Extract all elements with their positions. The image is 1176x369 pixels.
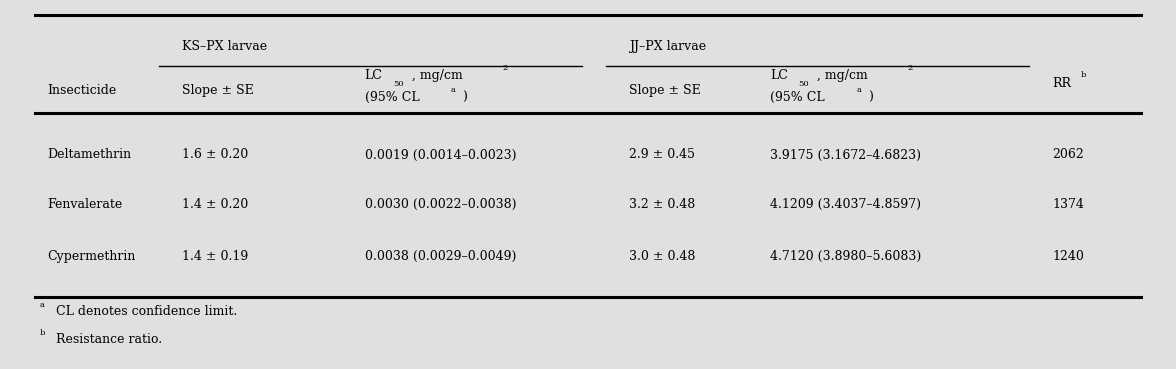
Text: Cypermethrin: Cypermethrin — [47, 250, 135, 263]
Text: , mg/cm: , mg/cm — [817, 69, 868, 82]
Text: 1.6 ± 0.20: 1.6 ± 0.20 — [182, 148, 248, 162]
Text: (95% CL: (95% CL — [365, 91, 419, 104]
Text: a: a — [40, 301, 45, 309]
Text: ): ) — [868, 91, 873, 104]
Text: 3.9175 (3.1672–4.6823): 3.9175 (3.1672–4.6823) — [770, 148, 921, 162]
Text: Slope ± SE: Slope ± SE — [629, 84, 701, 97]
Text: Slope ± SE: Slope ± SE — [182, 84, 254, 97]
Text: Fenvalerate: Fenvalerate — [47, 198, 122, 211]
Text: 1.4 ± 0.19: 1.4 ± 0.19 — [182, 250, 248, 263]
Text: 2.9 ± 0.45: 2.9 ± 0.45 — [629, 148, 695, 162]
Text: 0.0019 (0.0014–0.0023): 0.0019 (0.0014–0.0023) — [365, 148, 516, 162]
Text: b: b — [1081, 71, 1087, 79]
Text: 0.0030 (0.0022–0.0038): 0.0030 (0.0022–0.0038) — [365, 198, 516, 211]
Text: Resistance ratio.: Resistance ratio. — [56, 333, 162, 346]
Text: JJ–PX larvae: JJ–PX larvae — [629, 39, 707, 53]
Text: 0.0038 (0.0029–0.0049): 0.0038 (0.0029–0.0049) — [365, 250, 516, 263]
Text: LC: LC — [770, 69, 788, 82]
Text: 1240: 1240 — [1053, 250, 1084, 263]
Text: 3.0 ± 0.48: 3.0 ± 0.48 — [629, 250, 695, 263]
Text: Deltamethrin: Deltamethrin — [47, 148, 132, 162]
Text: LC: LC — [365, 69, 382, 82]
Text: ): ) — [462, 91, 467, 104]
Text: 2: 2 — [502, 63, 507, 72]
Text: CL denotes confidence limit.: CL denotes confidence limit. — [56, 305, 238, 318]
Text: 50: 50 — [799, 80, 809, 88]
Text: 1374: 1374 — [1053, 198, 1084, 211]
Text: RR: RR — [1053, 76, 1071, 90]
Text: 2: 2 — [908, 63, 913, 72]
Text: KS–PX larvae: KS–PX larvae — [182, 39, 267, 53]
Text: 1.4 ± 0.20: 1.4 ± 0.20 — [182, 198, 248, 211]
Text: , mg/cm: , mg/cm — [412, 69, 462, 82]
Text: 3.2 ± 0.48: 3.2 ± 0.48 — [629, 198, 695, 211]
Text: Insecticide: Insecticide — [47, 84, 116, 97]
Text: (95% CL: (95% CL — [770, 91, 824, 104]
Text: 4.1209 (3.4037–4.8597): 4.1209 (3.4037–4.8597) — [770, 198, 921, 211]
Text: 50: 50 — [393, 80, 403, 88]
Text: 4.7120 (3.8980–5.6083): 4.7120 (3.8980–5.6083) — [770, 250, 922, 263]
Text: a: a — [450, 86, 455, 94]
Text: 2062: 2062 — [1053, 148, 1084, 162]
Text: b: b — [40, 329, 46, 337]
Text: a: a — [856, 86, 861, 94]
